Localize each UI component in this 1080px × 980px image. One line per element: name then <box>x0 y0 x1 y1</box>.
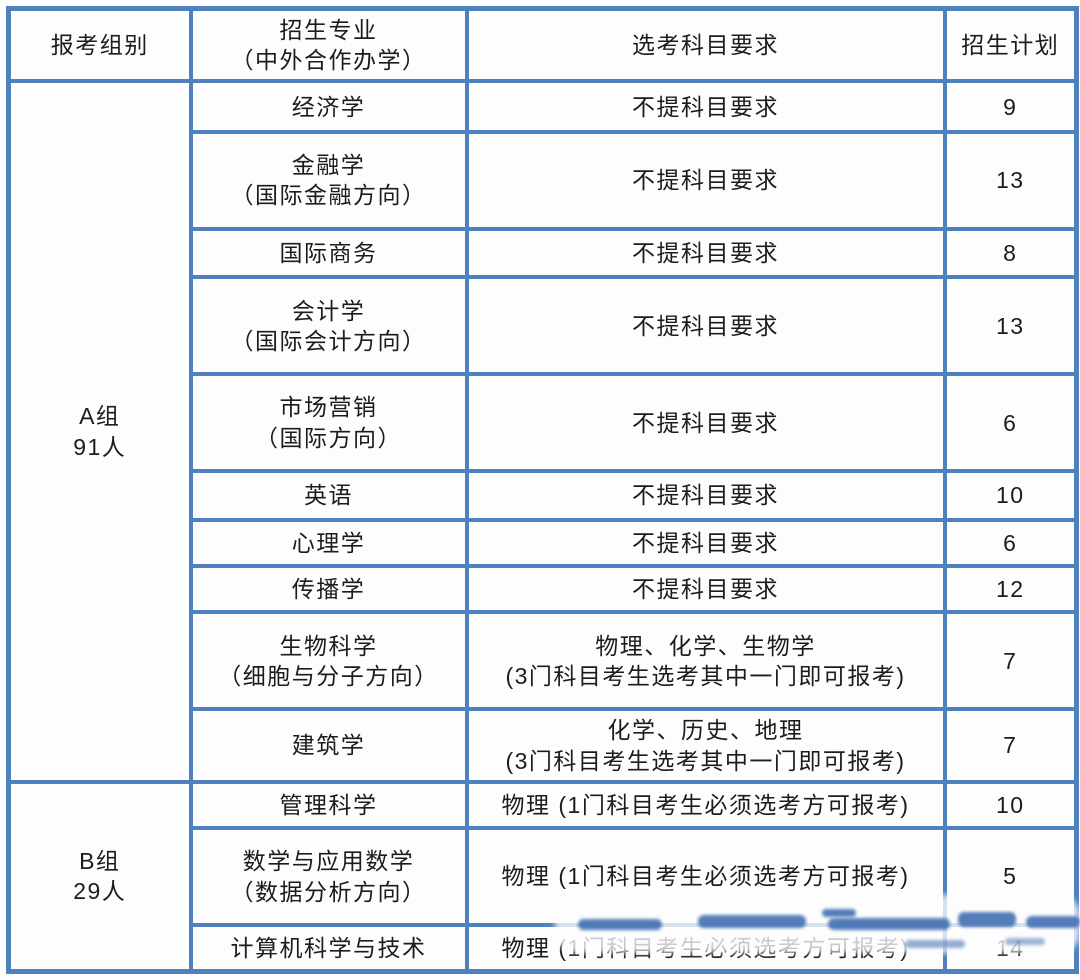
major-cell: 金融学 （国际金融方向） <box>188 129 469 231</box>
subjects-cell: 不提科目要求 <box>464 79 947 134</box>
plan-cell: 6 <box>942 372 1079 474</box>
table-row: 金融学 （国际金融方向） 不提科目要求 13 <box>9 129 1079 231</box>
plan-cell: 13 <box>942 275 1079 377</box>
subjects-cell: 不提科目要求 <box>464 129 947 231</box>
subjects-cell: 物理 (1门科目考生必须选考方可报考) <box>464 779 947 831</box>
major-cell: 生物科学 （细胞与分子方向） <box>188 610 469 712</box>
table-row: 生物科学 （细胞与分子方向） 物理、化学、生物学 (3门科目考生选考其中一门即可… <box>9 610 1079 712</box>
plan-cell: 6 <box>942 517 1079 569</box>
group-b-cell: B组 29人 <box>6 779 193 974</box>
table-row: 英语 不提科目要求 10 <box>9 469 1079 522</box>
table-row: B组 29人 管理科学 物理 (1门科目考生必须选考方可报考) 10 <box>6 779 1079 974</box>
major-cell: 英语 <box>188 469 469 522</box>
header-plan: 招生计划 <box>942 6 1079 84</box>
group-a-cell: A组 91人 <box>6 79 193 784</box>
table-header-row: 报考组别 招生专业 （中外合作办学） 选考科目要求 招生计划 <box>6 6 1079 84</box>
major-cell: 市场营销 （国际方向） <box>188 372 469 474</box>
table-row: 传播学 不提科目要求 12 <box>9 564 1079 615</box>
table-row: 市场营销 （国际方向） 不提科目要求 6 <box>9 372 1079 474</box>
plan-cell: 5 <box>942 826 1079 928</box>
plan-cell: 13 <box>942 129 1079 231</box>
plan-cell: 14 <box>942 923 1079 974</box>
subjects-cell: 不提科目要求 <box>464 275 947 377</box>
plan-cell: 7 <box>942 610 1079 712</box>
major-cell: 经济学 <box>188 79 469 134</box>
subjects-cell: 不提科目要求 <box>464 517 947 569</box>
table-row: 国际商务 不提科目要求 8 <box>9 226 1079 280</box>
subjects-cell: 化学、历史、地理 (3门科目考生选考其中一门即可报考) <box>464 707 947 784</box>
plan-cell: 10 <box>942 469 1079 522</box>
subjects-cell: 不提科目要求 <box>464 564 947 615</box>
header-subjects: 选考科目要求 <box>464 6 947 84</box>
major-cell: 传播学 <box>188 564 469 615</box>
table-row: 建筑学 化学、历史、地理 (3门科目考生选考其中一门即可报考) 7 <box>9 707 1079 784</box>
table-row: 心理学 不提科目要求 6 <box>9 517 1079 569</box>
subjects-cell: 不提科目要求 <box>464 469 947 522</box>
table-row: 会计学 （国际会计方向） 不提科目要求 13 <box>9 275 1079 377</box>
subjects-cell: 不提科目要求 <box>464 226 947 280</box>
major-cell: 管理科学 <box>188 779 469 831</box>
major-cell: 会计学 （国际会计方向） <box>188 275 469 377</box>
plan-cell: 9 <box>942 79 1079 134</box>
major-cell: 国际商务 <box>188 226 469 280</box>
table-row: A组 91人 经济学 不提科目要求 9 <box>6 79 1079 784</box>
admission-plan-table: 报考组别 招生专业 （中外合作办学） 选考科目要求 招生计划 A组 91人 经济… <box>6 6 1079 974</box>
header-major: 招生专业 （中外合作办学） <box>188 6 469 84</box>
plan-cell: 7 <box>942 707 1079 784</box>
plan-cell: 10 <box>942 779 1079 831</box>
major-cell: 计算机科学与技术 <box>188 923 469 974</box>
plan-cell: 8 <box>942 226 1079 280</box>
subjects-cell: 物理 (1门科目考生必须选考方可报考) <box>464 923 947 974</box>
plan-cell: 12 <box>942 564 1079 615</box>
major-cell: 数学与应用数学 （数据分析方向） <box>188 826 469 928</box>
major-cell: 心理学 <box>188 517 469 569</box>
major-cell: 建筑学 <box>188 707 469 784</box>
subjects-cell: 物理、化学、生物学 (3门科目考生选考其中一门即可报考) <box>464 610 947 712</box>
subjects-cell: 不提科目要求 <box>464 372 947 474</box>
subjects-cell: 物理 (1门科目考生必须选考方可报考) <box>464 826 947 928</box>
header-group: 报考组别 <box>6 6 193 84</box>
